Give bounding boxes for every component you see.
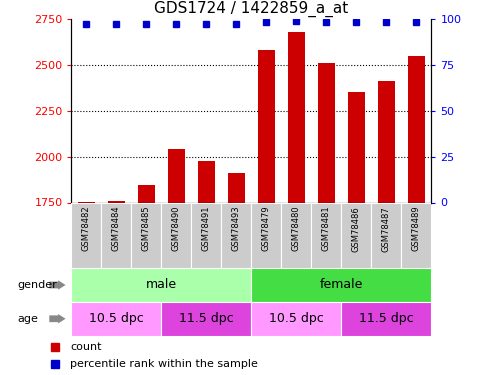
Text: GSM78491: GSM78491 [202, 206, 211, 251]
Bar [251, 268, 431, 302]
Text: 10.5 dpc: 10.5 dpc [269, 312, 324, 325]
Bar [258, 50, 275, 202]
Bar [71, 268, 251, 302]
Bar [71, 302, 161, 336]
Text: 11.5 dpc: 11.5 dpc [179, 312, 234, 325]
Bar [348, 92, 365, 202]
Bar [132, 202, 162, 268]
Text: count: count [70, 342, 102, 352]
Text: GSM78482: GSM78482 [82, 206, 91, 251]
Bar [108, 201, 125, 202]
Text: age: age [17, 314, 38, 324]
Text: gender: gender [17, 280, 57, 290]
Text: GSM78493: GSM78493 [232, 206, 241, 251]
Bar [251, 302, 341, 336]
Bar [408, 56, 424, 202]
Bar [71, 202, 102, 268]
Bar [341, 202, 371, 268]
Bar [288, 32, 305, 202]
Bar [228, 173, 245, 202]
Text: GSM78489: GSM78489 [412, 206, 421, 251]
Bar [161, 202, 191, 268]
Text: GSM78487: GSM78487 [382, 206, 391, 252]
Text: 10.5 dpc: 10.5 dpc [89, 312, 144, 325]
Text: GSM78484: GSM78484 [112, 206, 121, 251]
Bar [161, 302, 251, 336]
Bar [251, 202, 282, 268]
Text: GSM78480: GSM78480 [292, 206, 301, 251]
Text: GSM78486: GSM78486 [352, 206, 361, 252]
Text: female: female [320, 279, 363, 291]
Text: GSM78490: GSM78490 [172, 206, 181, 251]
Text: percentile rank within the sample: percentile rank within the sample [70, 359, 258, 369]
Text: GSM78485: GSM78485 [142, 206, 151, 251]
Text: 11.5 dpc: 11.5 dpc [359, 312, 414, 325]
Bar [318, 63, 335, 202]
Text: GSM78479: GSM78479 [262, 206, 271, 251]
Bar [138, 185, 155, 202]
Text: GSM78481: GSM78481 [322, 206, 331, 251]
Bar [282, 202, 312, 268]
Bar [191, 202, 221, 268]
Bar [102, 202, 132, 268]
Bar [198, 161, 214, 202]
Title: GDS1724 / 1422859_a_at: GDS1724 / 1422859_a_at [154, 1, 349, 17]
Bar [221, 202, 251, 268]
Bar [371, 202, 401, 268]
Bar [378, 81, 394, 203]
Text: male: male [146, 279, 177, 291]
Bar [168, 149, 185, 202]
Bar [312, 202, 341, 268]
Bar [341, 302, 431, 336]
Bar [401, 202, 431, 268]
